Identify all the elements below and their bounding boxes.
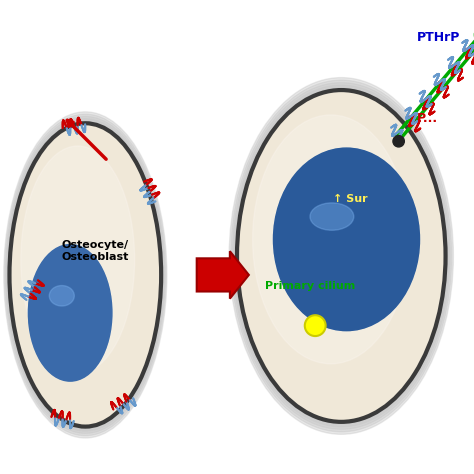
Ellipse shape (5, 114, 166, 436)
Ellipse shape (321, 202, 376, 271)
Ellipse shape (39, 261, 102, 363)
Ellipse shape (28, 245, 112, 381)
Ellipse shape (273, 148, 419, 331)
Ellipse shape (310, 203, 354, 230)
Ellipse shape (61, 293, 82, 328)
Circle shape (305, 315, 326, 336)
Ellipse shape (4, 112, 167, 438)
Ellipse shape (50, 277, 92, 345)
Ellipse shape (231, 80, 452, 432)
Text: P...: P... (417, 112, 438, 125)
Ellipse shape (45, 269, 97, 354)
Ellipse shape (312, 191, 385, 283)
Ellipse shape (273, 148, 419, 331)
Ellipse shape (234, 85, 449, 427)
Ellipse shape (253, 115, 409, 364)
FancyArrow shape (197, 251, 249, 299)
Ellipse shape (7, 118, 164, 431)
Ellipse shape (9, 121, 162, 429)
Ellipse shape (236, 88, 447, 424)
Ellipse shape (56, 285, 87, 337)
Text: Primary cilium: Primary cilium (265, 281, 355, 291)
Ellipse shape (34, 253, 107, 372)
Text: ↑ Sur: ↑ Sur (333, 194, 368, 204)
Text: PTHrP: PTHrP (417, 31, 461, 45)
Ellipse shape (283, 159, 411, 319)
Ellipse shape (292, 170, 402, 307)
Ellipse shape (28, 245, 112, 381)
Ellipse shape (49, 285, 74, 306)
Circle shape (393, 136, 404, 147)
Ellipse shape (232, 82, 450, 429)
Ellipse shape (340, 224, 359, 247)
Ellipse shape (237, 90, 446, 422)
Ellipse shape (229, 78, 453, 434)
Ellipse shape (331, 213, 367, 259)
Ellipse shape (6, 117, 164, 433)
Ellipse shape (67, 301, 77, 319)
Ellipse shape (21, 146, 135, 374)
Ellipse shape (9, 123, 161, 427)
Text: Osteocyte/
Osteoblast: Osteocyte/ Osteoblast (61, 240, 128, 262)
Ellipse shape (302, 181, 393, 295)
